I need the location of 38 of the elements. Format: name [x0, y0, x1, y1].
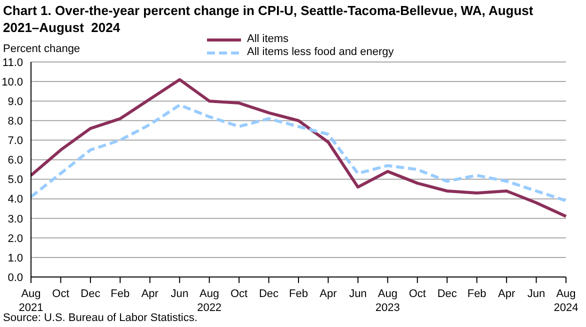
x-tick-label: Jun: [527, 288, 546, 300]
y-tick-label: 11.0: [2, 56, 23, 69]
x-tick-label: Dec: [437, 288, 458, 300]
x-tick-label: Oct: [52, 288, 70, 300]
chart-title: Chart 1. Over-the-year percent change in CPI-U, Seattle-Tacoma-Bellevue, WA, August 2021–August 2024: [3, 3, 534, 35]
x-tick-label: Feb: [467, 288, 486, 300]
x-tick-label: Feb: [110, 288, 130, 300]
y-tick-label: 2.0: [8, 232, 23, 245]
y-tick-label: 5.0: [8, 174, 23, 186]
line-series: [30, 78, 568, 218]
x-tick-label: Oct: [230, 288, 248, 300]
y-tick-label: 7.0: [8, 135, 23, 148]
x-tick-label: Apr: [498, 288, 516, 300]
line-series: [30, 104, 568, 202]
x-tick-label: Apr: [320, 288, 338, 300]
x-tick-label: Jun: [170, 288, 188, 300]
y-tick-label: 0.0: [8, 272, 23, 284]
x-tick-label: Aug 2024: [554, 288, 578, 314]
x-tick-label: Dec: [80, 288, 101, 300]
y-axis-title: Percent change: [3, 43, 80, 55]
x-tick-label: Aug 2023: [375, 288, 400, 314]
y-tick-label: 1.0: [8, 252, 23, 264]
y-tick-label: 3.0: [8, 213, 23, 226]
source-note: Source: U.S. Bureau of Labor Statistics.: [3, 312, 198, 324]
x-tick-label: Dec: [258, 288, 280, 300]
y-tick-label: 9.0: [8, 96, 23, 108]
x-tick-label: Oct: [408, 288, 426, 300]
x-tick-label: Apr: [141, 288, 159, 300]
y-tick-label: 10.0: [2, 76, 23, 88]
x-tick-label: Aug 2021: [18, 288, 44, 314]
x-tick-label: Feb: [289, 288, 308, 300]
x-tick-label: Aug 2022: [197, 288, 222, 314]
y-tick-label: 6.0: [8, 154, 23, 167]
legend-label: All items less food and energy: [247, 46, 394, 59]
legend-label: All items: [247, 33, 289, 46]
y-tick-label: 8.0: [8, 116, 23, 128]
y-tick-label: 4.0: [8, 194, 23, 206]
x-tick-label: Jun: [349, 288, 367, 300]
